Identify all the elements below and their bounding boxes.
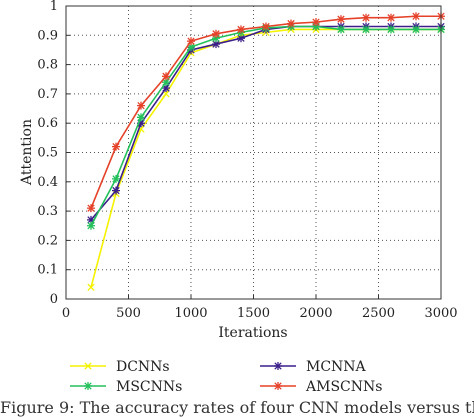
data-point xyxy=(137,101,145,110)
y-tick-label: 0.3 xyxy=(37,204,58,219)
data-point xyxy=(137,113,145,122)
data-point xyxy=(87,204,95,213)
legend-label: AMSCNNs xyxy=(305,379,382,395)
data-point xyxy=(84,362,92,370)
data-point xyxy=(187,37,195,46)
data-point xyxy=(412,25,420,34)
legend: DCNNs MCNNA MSCNNs AMSCNNs xyxy=(70,359,382,395)
data-point xyxy=(287,19,295,28)
x-tick-label: 1500 xyxy=(237,306,270,321)
data-point xyxy=(112,186,120,195)
y-tick-label: 0 xyxy=(50,292,58,307)
y-axis-label: Attention xyxy=(19,119,35,186)
x-tick-label: 500 xyxy=(116,306,141,321)
data-point xyxy=(274,362,282,370)
figure-caption: Figure 9: The accuracy rates of four CNN… xyxy=(0,398,474,417)
data-point xyxy=(412,12,420,21)
legend-item-dcnns: DCNNs xyxy=(70,359,170,375)
axis-ticks: 0 500 1000 1500 2000 2500 3000 0 0.1 0.2 0.3 0.4 0.5… xyxy=(37,0,457,321)
y-tick-label: 0.8 xyxy=(37,58,58,73)
legend-item-mscnns: MSCNNs xyxy=(70,379,182,395)
legend-item-amscnns: AMSCNNs xyxy=(260,379,382,395)
legend-item-mcnna: MCNNA xyxy=(260,359,367,375)
data-point xyxy=(87,221,95,230)
legend-label: MCNNA xyxy=(306,359,367,375)
y-tick-label: 0.7 xyxy=(37,87,58,102)
data-point xyxy=(87,283,95,291)
series-dcnns xyxy=(87,25,445,291)
y-tick-label: 0.4 xyxy=(37,175,58,190)
data-point xyxy=(387,25,395,34)
x-axis-label: Iterations xyxy=(218,325,287,341)
data-point xyxy=(112,142,120,151)
data-point xyxy=(362,25,370,34)
x-tick-label: 3000 xyxy=(424,306,457,321)
series-layer xyxy=(87,12,445,291)
legend-label: DCNNs xyxy=(116,359,170,375)
y-tick-label: 0.5 xyxy=(37,146,58,161)
y-tick-label: 0.9 xyxy=(37,28,58,43)
y-tick-label: 0.2 xyxy=(37,233,58,248)
series-line xyxy=(90,28,441,288)
data-point xyxy=(274,382,282,390)
y-tick-label: 0.1 xyxy=(37,263,58,278)
data-point xyxy=(112,174,120,183)
data-point xyxy=(312,18,320,27)
data-point xyxy=(362,13,370,22)
series-amscnns xyxy=(87,12,445,213)
data-point xyxy=(387,13,395,22)
data-point xyxy=(212,29,220,38)
data-point xyxy=(337,25,345,34)
data-point xyxy=(337,15,345,24)
series-line xyxy=(90,15,441,209)
x-tick-label: 1000 xyxy=(174,306,207,321)
y-tick-label: 1 xyxy=(50,0,58,14)
data-point xyxy=(262,22,270,31)
legend-label: MSCNNs xyxy=(116,379,182,395)
data-point xyxy=(237,25,245,34)
grid-lines xyxy=(66,6,441,299)
data-point xyxy=(84,382,92,390)
x-tick-label: 0 xyxy=(62,306,70,321)
x-tick-label: 2500 xyxy=(362,306,395,321)
data-point xyxy=(162,72,170,81)
y-tick-label: 0.6 xyxy=(37,116,58,131)
x-tick-label: 2000 xyxy=(299,306,332,321)
line-chart: 0 500 1000 1500 2000 2500 3000 0 0.1 0.2 0.3 0.4 0.5… xyxy=(19,0,458,395)
